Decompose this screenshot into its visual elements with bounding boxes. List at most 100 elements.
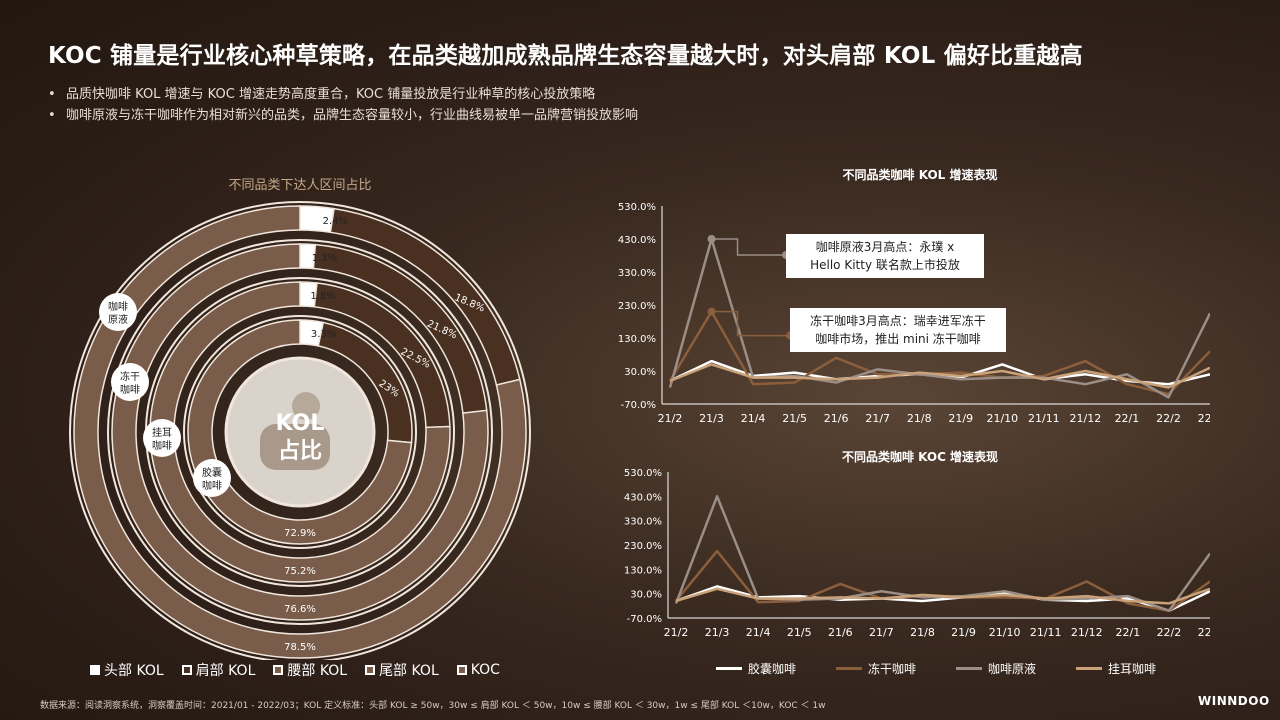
koc-growth-line-chart: 530.0% 430.0% 330.0% 230.0% 130.0% 30.0% -70.0… xyxy=(624,468,1210,639)
donut-chart: 2.4%18.8%78.5%1.3%21.8%76.6%1.8%22.5%75.… xyxy=(69,201,531,660)
donut-ring-outline xyxy=(107,239,493,625)
y-tick-label: 330.0% xyxy=(624,517,662,528)
x-tick-label: 21/2 xyxy=(664,626,689,639)
x-tick-label: 21/3 xyxy=(699,412,724,425)
donut-legend: 头部 KOL 肩部 KOL 腰部 KOL 尾部 KOL KOC xyxy=(90,660,500,680)
annotation-line: 咖啡原液3月高点：永璞 x xyxy=(815,240,955,254)
legend-swatch xyxy=(456,665,467,675)
line-chart-legend: 胶囊咖啡 冻干咖啡 咖啡原液 挂耳咖啡 xyxy=(716,660,1156,677)
kol-growth-line-chart: 530.0% 430.0% 330.0% 230.0% 130.0% 30.0% -70.0… xyxy=(618,202,1210,425)
annotation-point xyxy=(707,307,716,316)
x-tick-label: 21/12 xyxy=(1071,626,1103,639)
annotation-connector xyxy=(711,310,790,337)
koc-chart-title: 不同品类咖啡 KOC 增速表现 xyxy=(841,450,999,464)
x-tick-label: 22/3 xyxy=(1198,412,1210,425)
legend-label: 挂耳咖啡 xyxy=(1108,662,1157,676)
x-tick-label: 21/7 xyxy=(869,626,894,639)
x-tick-label: 21/9 xyxy=(951,626,976,639)
ring-name-tag xyxy=(193,459,231,497)
x-tick-label: 21/9 xyxy=(948,412,973,425)
y-tick-label: 430.0% xyxy=(618,235,656,246)
y-tick-label: 230.0% xyxy=(624,541,662,552)
legend-swatch xyxy=(181,665,192,675)
x-tick-label: 21/10 xyxy=(989,626,1021,639)
y-tick-label: 330.0% xyxy=(618,268,656,279)
donut-segment xyxy=(73,205,527,659)
donut-ring-outline xyxy=(183,315,417,549)
ring-name-text: 咖啡 xyxy=(152,440,172,452)
legend-label: 冻干咖啡 xyxy=(868,662,917,676)
legend-line xyxy=(716,667,742,670)
series-line xyxy=(675,587,1210,605)
legend-line xyxy=(836,667,863,670)
series-line xyxy=(669,363,1210,389)
ring-name-text: 咖啡 xyxy=(202,480,222,492)
legend-item-shoulder-kol: 肩部 KOL xyxy=(181,660,256,680)
y-tick-label: -70.0% xyxy=(621,400,656,411)
y-tick-label: 130.0% xyxy=(618,334,656,345)
legend-label: 胶囊咖啡 xyxy=(748,662,797,676)
legend-label: 腰部 KOL xyxy=(287,663,348,679)
x-tick-label: 21/11 xyxy=(1030,626,1062,639)
legend-item-capsule: 胶囊咖啡 xyxy=(716,660,796,677)
legend-item-tail-kol: 尾部 KOL xyxy=(365,660,439,680)
annotation-line: 咖啡市场，推出 mini 冻干咖啡 xyxy=(815,332,981,346)
donut-label-top: 3.3% xyxy=(311,329,336,340)
y-tick-label: 30.0% xyxy=(624,367,656,378)
legend-item-liquid: 咖啡原液 xyxy=(956,660,1036,677)
ring-name-tag xyxy=(143,419,181,457)
y-tick-label: 530.0% xyxy=(624,468,662,479)
bullet-text: 品质快咖啡 KOL 增速与 KOC 增速走势高度重合，KOC 铺量投放是行业种草… xyxy=(66,87,596,102)
x-tick-label: 21/4 xyxy=(741,412,766,425)
x-tick-label: 21/4 xyxy=(746,626,771,639)
ring-name-text: 冻干 xyxy=(120,370,140,383)
x-tick-label: 21/5 xyxy=(782,412,807,425)
legend-item-top-kol: 头部 KOL xyxy=(90,660,164,680)
center-label: 占比 xyxy=(278,439,322,464)
bullet-text: 咖啡原液与冻干咖啡作为相对新兴的品类，品牌生态容量较小，行业曲线易被单一品牌营销… xyxy=(66,108,639,123)
legend-item-waist-kol: 腰部 KOL xyxy=(273,660,347,680)
ring-name-text: 胶囊 xyxy=(202,466,222,479)
x-tick-label: 22/2 xyxy=(1156,412,1181,425)
y-tick-label: 230.0% xyxy=(618,301,656,312)
bullet-list: • 品质快咖啡 KOL 增速与 KOC 增速走势高度重合，KOC 铺量投放是行业种… xyxy=(48,84,638,126)
annotation-coffee-liquid: 咖啡原液3月高点：永璞 x Hello Kitty 联名款上市投放 xyxy=(786,234,984,278)
annotation-freeze-dried: 冻干咖啡3月高点：瑞幸进军冻干 咖啡市场，推出 mini 冻干咖啡 xyxy=(790,308,1006,352)
legend-label: 肩部 KOL xyxy=(195,663,256,679)
brand-logo: WINNDOO xyxy=(1198,694,1270,708)
x-tick-label: 21/3 xyxy=(705,626,730,639)
data-source-footnote: 数据来源：阅读洞察系统，洞察覆盖时间：2021/01 - 2022/03；KOL… xyxy=(40,701,826,711)
bullet-item: • 咖啡原液与冻干咖啡作为相对新兴的品类，品牌生态容量较小，行业曲线易被单一品牌营… xyxy=(48,108,639,123)
donut-segment xyxy=(149,281,451,583)
x-tick-label: 22/2 xyxy=(1157,626,1182,639)
y-tick-label: 30.0% xyxy=(630,590,662,601)
series-line xyxy=(674,495,1210,612)
x-tick-label: 21/12 xyxy=(1070,412,1102,425)
donut-label-koc: 78.5% xyxy=(284,642,316,653)
x-tick-label: 21/8 xyxy=(910,626,935,639)
donut-segment xyxy=(187,319,413,545)
legend-label: 尾部 KOL xyxy=(379,663,439,679)
x-tick-label: 22/3 xyxy=(1198,626,1210,639)
legend-label: KOC xyxy=(470,662,500,678)
x-tick-label: 21/2 xyxy=(658,412,683,425)
kol-chart-title: 不同品类咖啡 KOL 增速表现 xyxy=(842,168,998,182)
annotation-line: 冻干咖啡3月高点：瑞幸进军冻干 xyxy=(810,314,986,328)
ring-name-tag xyxy=(99,293,137,331)
legend-item-koc: KOC xyxy=(456,660,500,680)
ring-name-text: 挂耳 xyxy=(152,426,172,439)
donut-label-koc: 72.9% xyxy=(284,528,316,539)
y-tick-label: 430.0% xyxy=(624,492,662,503)
center-photo-chair xyxy=(260,424,330,470)
y-tick-label: -70.0% xyxy=(627,614,662,625)
legend-swatch xyxy=(273,665,284,675)
legend-label: 咖啡原液 xyxy=(988,662,1037,676)
x-tick-label: 21/7 xyxy=(865,412,890,425)
donut-label-koc: 76.6% xyxy=(284,604,316,615)
y-tick-label: 130.0% xyxy=(624,565,662,576)
x-tick-label: 22/1 xyxy=(1115,626,1140,639)
donut-label-koc: 75.2% xyxy=(284,566,316,577)
page-title: KOC 铺量是行业核心种草策略，在品类越加成熟品牌生态容量越大时，对头肩部 KO… xyxy=(48,43,1083,69)
ring-name-text: 咖啡 xyxy=(108,301,128,313)
annotation-line: Hello Kitty 联名款上市投放 xyxy=(810,258,960,272)
